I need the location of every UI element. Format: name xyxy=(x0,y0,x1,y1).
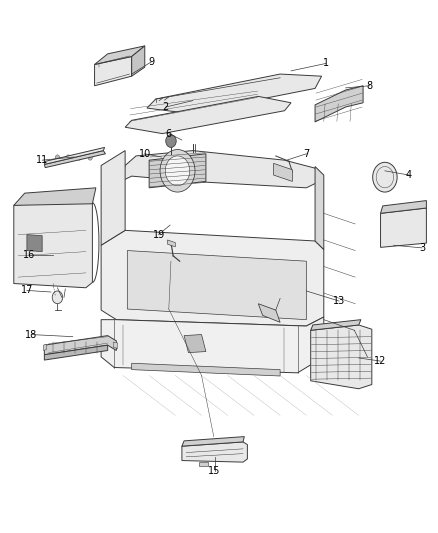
Polygon shape xyxy=(43,344,46,351)
Polygon shape xyxy=(101,151,125,245)
Text: 17: 17 xyxy=(21,286,33,295)
Polygon shape xyxy=(95,56,132,86)
Text: 2: 2 xyxy=(162,102,169,112)
Text: 15: 15 xyxy=(208,466,221,476)
Polygon shape xyxy=(27,235,42,252)
Polygon shape xyxy=(14,198,92,288)
Circle shape xyxy=(160,150,195,192)
Text: 19: 19 xyxy=(152,230,165,240)
Polygon shape xyxy=(127,251,306,320)
Circle shape xyxy=(66,155,71,160)
Circle shape xyxy=(77,155,81,160)
Circle shape xyxy=(88,155,92,160)
Polygon shape xyxy=(315,86,363,122)
Text: 9: 9 xyxy=(148,57,154,67)
Polygon shape xyxy=(184,335,206,353)
Polygon shape xyxy=(132,46,145,76)
Polygon shape xyxy=(132,364,280,376)
Text: 8: 8 xyxy=(367,81,373,91)
Text: 11: 11 xyxy=(36,155,48,165)
Polygon shape xyxy=(14,188,96,205)
Polygon shape xyxy=(44,336,117,355)
Polygon shape xyxy=(149,154,206,188)
Circle shape xyxy=(166,135,176,148)
Polygon shape xyxy=(167,240,175,247)
Polygon shape xyxy=(258,304,280,322)
Text: 7: 7 xyxy=(303,149,310,159)
Text: 10: 10 xyxy=(139,149,151,159)
Polygon shape xyxy=(44,345,108,360)
Polygon shape xyxy=(101,230,324,326)
Circle shape xyxy=(165,156,190,185)
Polygon shape xyxy=(125,96,291,134)
Circle shape xyxy=(384,217,403,241)
Polygon shape xyxy=(311,325,372,389)
Circle shape xyxy=(52,291,63,304)
Text: 18: 18 xyxy=(25,329,37,340)
Polygon shape xyxy=(121,151,319,188)
Polygon shape xyxy=(311,320,361,330)
Polygon shape xyxy=(44,148,105,165)
Circle shape xyxy=(404,216,424,240)
Text: 4: 4 xyxy=(406,170,412,180)
Polygon shape xyxy=(182,442,247,462)
Text: 6: 6 xyxy=(166,128,172,139)
Polygon shape xyxy=(44,151,106,167)
Text: 13: 13 xyxy=(333,296,345,306)
Text: 3: 3 xyxy=(419,243,425,253)
Polygon shape xyxy=(315,166,324,249)
Polygon shape xyxy=(95,46,145,64)
Text: 12: 12 xyxy=(374,356,387,366)
Polygon shape xyxy=(381,200,426,213)
Polygon shape xyxy=(381,208,426,247)
Circle shape xyxy=(55,155,60,160)
Circle shape xyxy=(373,163,397,192)
Polygon shape xyxy=(113,342,118,349)
Polygon shape xyxy=(101,317,324,373)
Text: 1: 1 xyxy=(323,59,329,68)
Polygon shape xyxy=(199,462,208,466)
Polygon shape xyxy=(274,164,292,181)
Polygon shape xyxy=(147,74,321,114)
Polygon shape xyxy=(182,437,244,446)
Text: 16: 16 xyxy=(23,250,35,260)
